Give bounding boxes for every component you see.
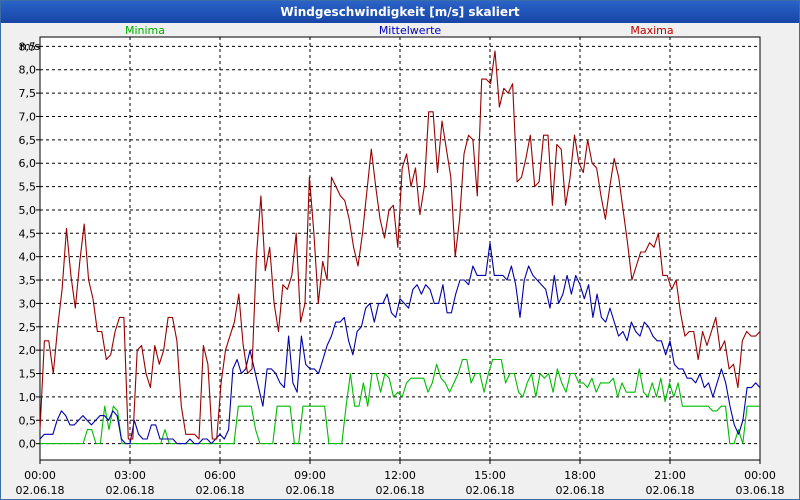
series-line-maxima xyxy=(39,50,761,440)
x-tick-time: 00:00 xyxy=(744,469,776,482)
x-tick-date: 03.06.18 xyxy=(736,484,785,497)
legend-minima: Minima xyxy=(125,24,165,37)
y-tick-label: 0,0 xyxy=(19,438,37,451)
y-axis: 0,0 0,5 1,0 1,5 2,0 2,5 3,0 3,5 4,0 4,5 5,0 5,5 6,0 6… xyxy=(19,40,40,451)
y-tick-label: 3,5 xyxy=(19,274,37,287)
y-tick-label: 5,0 xyxy=(19,204,37,217)
window-title: Windgeschwindigkeit [m/s] skaliert xyxy=(1,1,799,23)
y-tick-label: 8,0 xyxy=(19,64,37,77)
series-line-minima xyxy=(40,358,760,445)
y-tick-label: 1,0 xyxy=(19,391,37,404)
y-tick-label: 2,5 xyxy=(19,321,37,334)
x-tick-date: 02.06.18 xyxy=(466,484,515,497)
y-tick-label: 7,5 xyxy=(19,87,37,100)
x-tick-time: 00:00 xyxy=(24,469,56,482)
legend-maxima: Maxima xyxy=(630,24,673,37)
x-tick-date: 02.06.18 xyxy=(16,484,65,497)
y-tick-label: 4,5 xyxy=(19,227,37,240)
y-tick-label: 7,0 xyxy=(19,110,37,123)
y-tick-label: 4,0 xyxy=(19,251,37,264)
series-lines xyxy=(39,50,761,445)
y-axis-label: m/s xyxy=(20,40,40,53)
x-tick-time: 09:00 xyxy=(294,469,326,482)
x-tick-time: 15:00 xyxy=(474,469,506,482)
y-tick-label: 2,0 xyxy=(19,344,37,357)
legend-mittelwerte: Mittelwerte xyxy=(379,24,442,37)
y-tick-label: 1,5 xyxy=(19,368,37,381)
x-tick-time: 03:00 xyxy=(114,469,146,482)
x-tick-date: 02.06.18 xyxy=(376,484,425,497)
x-tick-date: 02.06.18 xyxy=(646,484,695,497)
y-tick-label: 5,5 xyxy=(19,181,37,194)
x-axis: 00:00 02.06.18 03:00 02.06.18 06:00 02.06.18 0… xyxy=(16,460,785,497)
y-tick-label: 6,5 xyxy=(19,134,37,147)
x-tick-time: 06:00 xyxy=(204,469,236,482)
x-tick-date: 02.06.18 xyxy=(286,484,335,497)
y-tick-label: 6,0 xyxy=(19,157,37,170)
y-tick-label: 3,0 xyxy=(19,297,37,310)
y-tick-label: 0,5 xyxy=(19,414,37,427)
x-tick-date: 02.06.18 xyxy=(556,484,605,497)
x-tick-date: 02.06.18 xyxy=(196,484,245,497)
x-tick-time: 12:00 xyxy=(384,469,416,482)
x-tick-time: 18:00 xyxy=(564,469,596,482)
y-tick-label: 8,5 xyxy=(19,40,37,53)
x-tick-time: 21:00 xyxy=(654,469,686,482)
series-line-mittelwerte xyxy=(39,242,761,445)
grid xyxy=(40,37,760,460)
x-tick-date: 02.06.18 xyxy=(106,484,155,497)
